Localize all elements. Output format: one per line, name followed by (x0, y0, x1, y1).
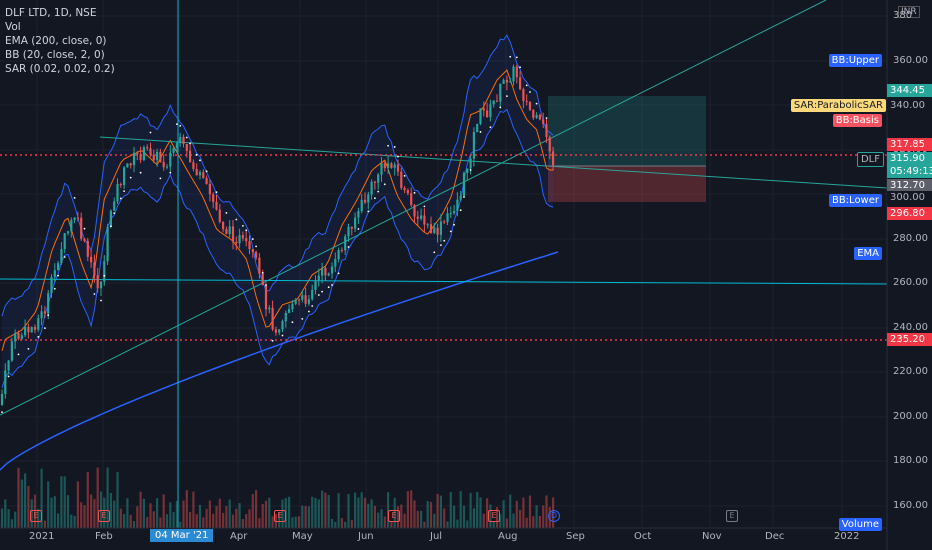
time-tick: Jun (358, 531, 374, 542)
tag-sar: SAR:ParabolicSAR (790, 99, 886, 112)
time-tick: Jul (430, 531, 443, 542)
last-price: 315.90 (890, 153, 925, 164)
currency-badge[interactable]: INR (898, 6, 920, 18)
legend-vol[interactable]: Vol (5, 21, 21, 33)
legend-ema[interactable]: EMA (200, close, 0) (5, 35, 107, 47)
price-tick: 240.00 (893, 322, 928, 333)
price-tick: 280.00 (893, 233, 928, 244)
earnings-event-icon[interactable]: E (98, 510, 110, 522)
price-tick: 160.00 (893, 500, 928, 511)
bollinger-band-fill (2, 35, 554, 388)
position-loss-zone[interactable] (548, 166, 706, 202)
axis-300-tag: 300.00 (887, 191, 932, 204)
earnings-event-icon[interactable]: E (388, 510, 400, 522)
time-tick: 2022 (834, 531, 860, 542)
tag-235: 235.20 (887, 333, 932, 346)
price-tick: 260.00 (893, 277, 928, 288)
tag-last-price: 315.90 05:49:13 (887, 152, 932, 178)
time-tick: Oct (634, 531, 652, 542)
chart-legend: DLF LTD, 1D, NSE Vol EMA (200, close, 0)… (5, 6, 115, 76)
tag-296: 296.80 (887, 207, 932, 220)
price-tick: 360.00 (893, 55, 928, 66)
time-tick: May (292, 531, 313, 542)
axis-340: 340.00 (887, 99, 932, 112)
time-tick: Feb (95, 531, 113, 542)
time-tick: 2021 (29, 531, 55, 542)
crosshair-date-label: 04 Mar '21 (150, 529, 214, 542)
tag-dlf: DLF (856, 152, 884, 167)
tag-bb-lower: BB:Lower (828, 194, 882, 207)
position-profit-zone[interactable] (548, 96, 706, 166)
tag-bb-upper: BB:Upper (828, 54, 882, 67)
tag-312: 312.70 (887, 179, 932, 192)
time-tick: Apr (230, 531, 248, 542)
earnings-event-icon[interactable]: E (30, 510, 42, 522)
price-tick: 220.00 (893, 366, 928, 377)
time-tick: Nov (702, 531, 722, 542)
trendline-rising[interactable] (0, 0, 827, 416)
dividend-event-icon[interactable]: D (548, 510, 560, 522)
earnings-event-icon[interactable]: E (274, 510, 286, 522)
legend-sar[interactable]: SAR (0.02, 0.02, 0.2) (5, 63, 115, 75)
support-line[interactable] (0, 278, 888, 285)
tag-ema: EMA (854, 247, 882, 260)
tag-344: 344.45 (887, 84, 932, 97)
bollinger-upper-line (1, 34, 554, 317)
legend-bb[interactable]: BB (20, close, 2, 0) (5, 49, 105, 61)
price-tick: 180.00 (893, 455, 928, 466)
price-tick: 380 (893, 10, 913, 21)
trendline-falling[interactable] (99, 136, 888, 189)
price-tick: 200.00 (893, 411, 928, 422)
tag-317: 317.85 (887, 138, 932, 151)
bar-countdown: 05:49:13 (890, 166, 932, 177)
earnings-event-icon[interactable]: E (488, 510, 500, 522)
earnings-event-icon[interactable]: E (726, 510, 738, 522)
time-tick: Aug (498, 531, 518, 542)
tag-volume: Volume (838, 518, 882, 531)
tag-bb-basis: BB:Basis (832, 114, 882, 127)
symbol-title[interactable]: DLF LTD, 1D, NSE (5, 7, 97, 19)
time-tick: Dec (765, 531, 785, 542)
time-tick: Sep (566, 531, 585, 542)
